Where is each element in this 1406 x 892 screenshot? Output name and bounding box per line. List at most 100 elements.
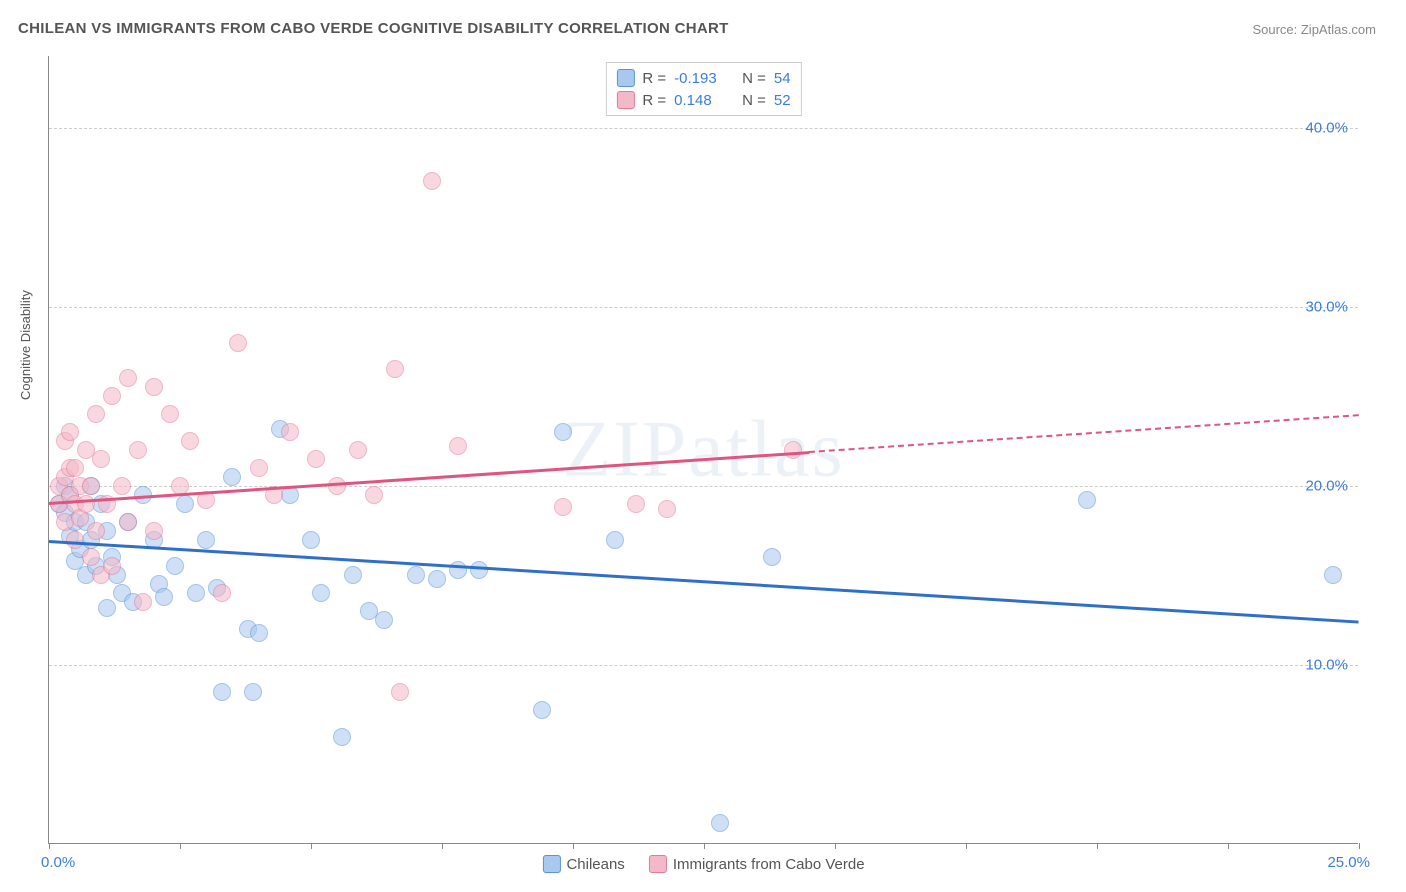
x-tick [180,843,181,849]
y-tick-label: 40.0% [1305,119,1348,136]
x-tick [442,843,443,849]
data-point-chileans [312,584,330,602]
x-tick [1097,843,1098,849]
data-point-cabo_verde [82,548,100,566]
data-point-chileans [197,531,215,549]
y-tick-label: 20.0% [1305,477,1348,494]
n-value: 54 [774,70,791,87]
x-tick [1359,843,1360,849]
legend-label: Chileans [566,856,624,873]
trend-line [49,451,809,504]
legend-item-cabo_verde: Immigrants from Cabo Verde [649,855,865,873]
source-attribution: Source: ZipAtlas.com [1252,22,1376,37]
data-point-cabo_verde [250,459,268,477]
data-point-cabo_verde [181,432,199,450]
y-axis-title: Cognitive Disability [18,290,33,400]
correlation-stats-legend: R =-0.193N =54R =0.148N =52 [605,62,801,116]
data-point-chileans [449,561,467,579]
x-origin-label: 0.0% [41,854,75,871]
stats-row-cabo_verde: R = 0.148 N = 52 [616,89,790,111]
data-point-cabo_verde [658,500,676,518]
data-point-cabo_verde [134,593,152,611]
data-point-chileans [606,531,624,549]
trend-line [809,414,1359,453]
source-link[interactable]: ZipAtlas.com [1301,22,1376,37]
data-point-chileans [1324,566,1342,584]
data-point-cabo_verde [229,334,247,352]
data-point-cabo_verde [119,369,137,387]
data-point-cabo_verde [145,378,163,396]
data-point-chileans [1078,491,1096,509]
data-point-chileans [711,814,729,832]
data-point-cabo_verde [349,441,367,459]
data-point-chileans [375,611,393,629]
r-label: R = [642,92,666,109]
data-point-cabo_verde [784,441,802,459]
r-value: 0.148 [674,92,726,109]
x-tick [704,843,705,849]
y-tick-label: 30.0% [1305,298,1348,315]
y-tick-label: 10.0% [1305,656,1348,673]
data-point-chileans [223,468,241,486]
stats-row-chileans: R =-0.193N =54 [616,67,790,89]
data-point-cabo_verde [92,450,110,468]
n-label: N = [742,70,766,87]
data-point-cabo_verde [449,437,467,455]
x-tick [1228,843,1229,849]
data-point-chileans [428,570,446,588]
trend-line [49,540,1359,623]
n-value: 52 [774,92,791,109]
r-label: R = [642,70,666,87]
x-max-label: 25.0% [1327,854,1370,871]
data-point-cabo_verde [391,683,409,701]
data-point-cabo_verde [66,459,84,477]
chart-title: CHILEAN VS IMMIGRANTS FROM CABO VERDE CO… [18,20,729,37]
data-point-cabo_verde [129,441,147,459]
data-point-chileans [155,588,173,606]
x-tick [311,843,312,849]
data-point-cabo_verde [554,498,572,516]
data-point-chileans [213,683,231,701]
watermark-text: ZIPatlas [562,404,845,495]
data-point-chileans [470,561,488,579]
gridline [49,307,1358,308]
data-point-cabo_verde [161,405,179,423]
data-point-chileans [244,683,262,701]
data-point-cabo_verde [61,423,79,441]
data-point-chileans [344,566,362,584]
data-point-cabo_verde [213,584,231,602]
data-point-chileans [554,423,572,441]
data-point-chileans [407,566,425,584]
data-point-cabo_verde [103,557,121,575]
x-tick [966,843,967,849]
series-legend: Chileans Immigrants from Cabo Verde [542,855,864,873]
legend-item-chileans: Chileans [542,855,624,873]
data-point-cabo_verde [328,477,346,495]
data-point-cabo_verde [113,477,131,495]
data-point-chileans [98,599,116,617]
data-point-chileans [166,557,184,575]
legend-swatch-chileans [542,855,560,873]
data-point-chileans [187,584,205,602]
swatch-chileans [616,69,634,87]
data-point-chileans [250,624,268,642]
data-point-cabo_verde [119,513,137,531]
legend-swatch-cabo_verde [649,855,667,873]
data-point-cabo_verde [423,172,441,190]
x-tick [49,843,50,849]
n-label: N = [742,92,766,109]
data-point-chileans [176,495,194,513]
data-point-cabo_verde [386,360,404,378]
legend-label: Immigrants from Cabo Verde [673,856,865,873]
data-point-chileans [533,701,551,719]
data-point-cabo_verde [82,477,100,495]
data-point-chileans [302,531,320,549]
data-point-cabo_verde [627,495,645,513]
data-point-chileans [333,728,351,746]
data-point-cabo_verde [365,486,383,504]
gridline [49,128,1358,129]
data-point-cabo_verde [66,531,84,549]
data-point-cabo_verde [103,387,121,405]
data-point-cabo_verde [281,423,299,441]
source-prefix: Source: [1252,22,1300,37]
